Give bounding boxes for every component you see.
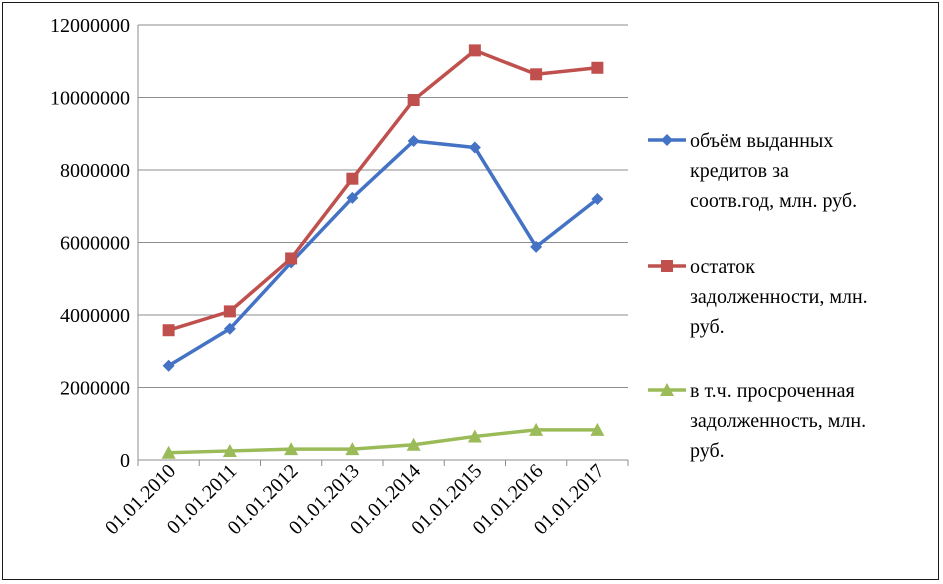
data-point-marker xyxy=(407,94,420,107)
y-tick-label: 12000000 xyxy=(50,15,130,37)
data-point-marker xyxy=(161,445,176,459)
data-point-marker xyxy=(222,443,237,457)
series-3 xyxy=(161,422,605,459)
axes xyxy=(137,25,629,466)
y-tick-label: 2000000 xyxy=(60,378,130,400)
data-point-marker xyxy=(285,252,298,265)
data-point-marker xyxy=(468,44,481,57)
data-point-marker xyxy=(591,193,604,205)
legend-item-2: остаток задолженности, млн. руб. xyxy=(648,256,868,338)
data-point-marker xyxy=(345,442,360,456)
series-line xyxy=(167,139,599,368)
y-tick-label: 4000000 xyxy=(60,305,130,327)
data-point-marker xyxy=(223,322,236,335)
series-1 xyxy=(162,135,604,372)
legend-label: соотв.год, млн. руб. xyxy=(690,190,857,212)
y-axis-ticks: 0 2000000 4000000 6000000 8000000 10000000 120… xyxy=(50,15,130,472)
y-tick-label: 8000000 xyxy=(60,160,130,182)
data-point-marker xyxy=(660,383,674,396)
data-point-marker xyxy=(661,134,673,146)
series-2 xyxy=(162,44,604,337)
series-line xyxy=(168,48,598,332)
data-point-marker xyxy=(346,191,359,204)
legend-label: кредитов за xyxy=(690,160,789,182)
data-point-marker xyxy=(529,422,544,436)
legend: объём выданных кредитов за соотв.год, млн.… xyxy=(648,130,868,462)
legend-item-1: объём выданных кредитов за соотв.год, млн.… xyxy=(648,130,857,212)
data-point-marker xyxy=(346,172,359,185)
data-point-marker xyxy=(661,260,673,272)
data-point-marker xyxy=(162,324,175,337)
y-tick-label: 0 xyxy=(120,450,130,472)
data-point-marker xyxy=(407,135,420,147)
series-line xyxy=(168,428,598,455)
legend-label: задолженность, млн. xyxy=(690,410,866,432)
data-point-marker xyxy=(467,429,482,443)
legend-label: остаток xyxy=(690,256,755,278)
legend-label: объём выданных xyxy=(690,130,833,152)
data-point-marker xyxy=(590,422,605,436)
legend-item-3: в т.ч. просроченная задолженность, млн. ру… xyxy=(648,380,866,462)
data-point-marker xyxy=(530,240,543,253)
data-point-marker xyxy=(284,442,299,456)
data-point-marker xyxy=(162,359,175,372)
gridlines xyxy=(138,24,628,388)
legend-label: руб. xyxy=(690,440,725,462)
legend-label: руб. xyxy=(690,316,725,338)
y-tick-label: 10000000 xyxy=(50,88,130,110)
y-tick-label: 6000000 xyxy=(60,233,130,255)
series-group xyxy=(161,44,605,459)
data-point-marker xyxy=(591,61,604,74)
data-point-marker xyxy=(223,305,236,318)
data-point-marker xyxy=(468,141,481,154)
x-axis-ticks: 01.01.201001.01.201101.01.201201.01.2013… xyxy=(101,460,609,539)
legend-label: задолженности, млн. xyxy=(690,286,868,308)
data-point-marker xyxy=(530,68,543,81)
legend-label: в т.ч. просроченная xyxy=(690,380,855,402)
data-point-marker xyxy=(406,437,421,451)
